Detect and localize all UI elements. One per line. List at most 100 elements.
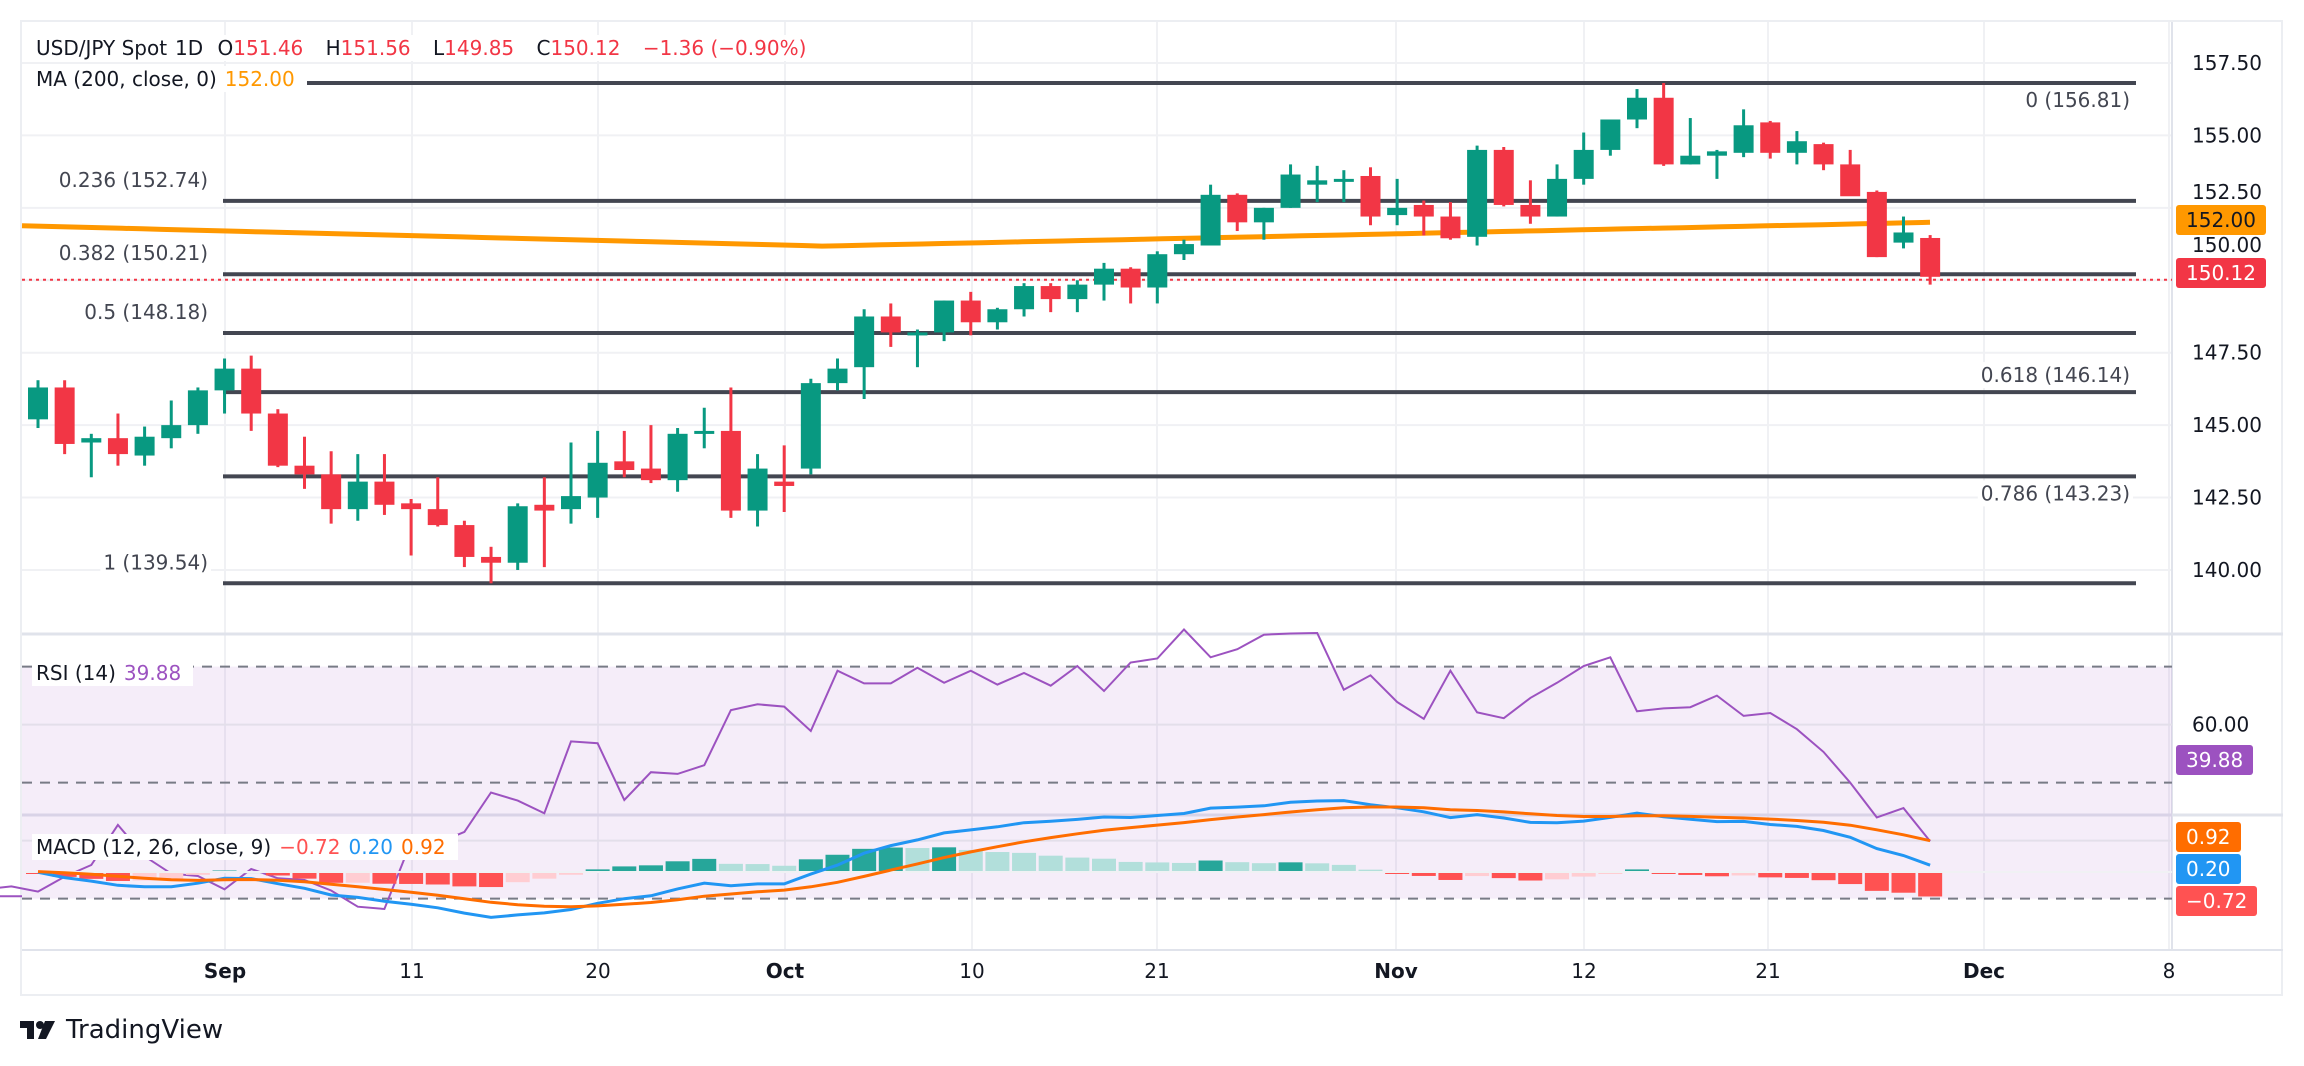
macd-histogram-bar: [1518, 872, 1543, 881]
candle-down: [1920, 235, 1941, 285]
candle-up: [1094, 262, 1114, 301]
candle-body: [161, 425, 182, 439]
candle-up: [1733, 109, 1754, 158]
brand-name: TradingView: [66, 1015, 224, 1045]
candle-up: [854, 309, 875, 400]
macd-histogram-bar: [1731, 872, 1756, 876]
macd-histogram-bar: [1838, 872, 1863, 885]
candle-body: [187, 390, 208, 426]
macd-label: MACD (12, 26, close, 9): [36, 835, 272, 859]
candle-body: [1600, 119, 1621, 150]
candle-up: [934, 300, 955, 342]
candle-body: [614, 461, 635, 471]
candle-body: [1120, 268, 1141, 288]
macd-histogram-bar: [1171, 862, 1196, 872]
candle-up: [1387, 178, 1408, 226]
fib-level-label: 0 (156.81): [2025, 88, 2130, 112]
fib-label-backing: [81, 299, 211, 326]
macd-histogram-bar: [532, 872, 557, 879]
macd-histogram-bar: [1864, 872, 1889, 891]
macd-histogram-bar: [1411, 872, 1436, 876]
candle-down: [774, 445, 795, 513]
candle-body: [107, 438, 128, 455]
macd-histogram-bar: [1678, 872, 1703, 875]
candle-body: [907, 332, 928, 336]
ma-legend: MA (200, close, 0) 152.00: [32, 66, 307, 92]
candle-down: [54, 380, 75, 455]
candle-up: [1307, 165, 1328, 203]
time-tick-label: 12: [1571, 959, 1596, 983]
candle-body: [1147, 254, 1168, 288]
tradingview-logo[interactable]: TradingView: [20, 1015, 223, 1045]
candle-body: [1786, 141, 1807, 153]
candle-up: [907, 329, 928, 368]
candle-body: [534, 504, 555, 511]
change-value: −1.36 (−0.90%): [642, 36, 807, 60]
candle-body: [294, 465, 315, 475]
time-tick-label: 8: [2163, 959, 2176, 983]
candle-body: [374, 481, 395, 505]
candle-up: [161, 400, 182, 449]
candle-up: [1893, 216, 1914, 249]
macd-histogram-bar: [1278, 862, 1303, 872]
candle-body: [1307, 180, 1328, 185]
candle-body: [401, 503, 422, 510]
macd-histogram-bar: [1758, 872, 1783, 878]
macd-histogram-bar: [132, 872, 157, 881]
candle-down: [1653, 82, 1674, 166]
candle-down: [481, 546, 502, 584]
candle-body: [134, 436, 155, 456]
last-price-tag: 150.12: [2176, 258, 2266, 288]
fib-level-label: 0.618 (146.14): [1981, 363, 2130, 387]
ma-200-path: [21, 219, 1931, 249]
candle-body: [507, 506, 528, 563]
macd-histogram-bar: [1545, 872, 1570, 880]
macd-histogram-bar: [585, 869, 610, 872]
candle-up: [1786, 131, 1807, 165]
macd-histogram-bar: [1331, 864, 1356, 872]
candle-body: [774, 481, 795, 486]
macd-histogram-bar: [692, 858, 717, 872]
candle-body: [1573, 149, 1594, 179]
candle-up: [1333, 170, 1354, 203]
ma-200-line: [21, 219, 1931, 249]
candle-down: [534, 477, 555, 568]
candle-up: [747, 454, 768, 527]
macd-histogram-bar: [745, 864, 770, 872]
macd-histogram-bar: [319, 872, 344, 883]
candle-down: [880, 303, 901, 347]
time-tick-label: 21: [1144, 959, 1169, 983]
macd-histogram-bar: [665, 861, 690, 872]
candle-body: [1413, 204, 1434, 217]
candle-body: [987, 309, 1008, 323]
fib-label-backing: [1977, 362, 2133, 389]
time-tick-label: Dec: [1963, 959, 2005, 983]
price-axis: 157.50 155.00 152.50 150.00 147.50 145.00 142.…: [2192, 51, 2262, 737]
macd-histogram-bar: [1225, 862, 1250, 872]
candle-body: [1440, 216, 1461, 239]
time-tick-label: 21: [1755, 959, 1780, 983]
macd-signal-value: 0.92: [401, 835, 446, 859]
candle-up: [1280, 164, 1301, 208]
candle-up: [134, 426, 155, 466]
candle-body: [1227, 194, 1248, 223]
macd-histogram-bar: [265, 872, 290, 876]
time-axis: Sep 11 20 Oct 10 21 Nov 12 21 Dec 8: [204, 959, 2176, 983]
candle-down: [427, 477, 448, 527]
macd-histogram-bar: [958, 849, 983, 872]
fib-level-label: 1 (139.54): [103, 550, 208, 574]
macd-histogram-bar: [185, 872, 210, 875]
candle-body: [747, 468, 768, 511]
price-tick-label: 145.00: [2192, 413, 2262, 437]
candle-down: [1760, 120, 1781, 159]
fibonacci-retracement: 0 (156.81) 0.236 (152.74) 0.382 (150.21) 0.…: [22, 80, 2172, 586]
macd-histogram-bar: [1438, 872, 1463, 880]
candle-body: [1333, 178, 1354, 182]
fib-label-backing: [55, 240, 211, 267]
candle-body: [1493, 149, 1514, 205]
candle-body: [561, 496, 581, 510]
candle-body: [587, 462, 608, 498]
candle-up: [28, 380, 48, 429]
candle-up: [347, 454, 368, 521]
